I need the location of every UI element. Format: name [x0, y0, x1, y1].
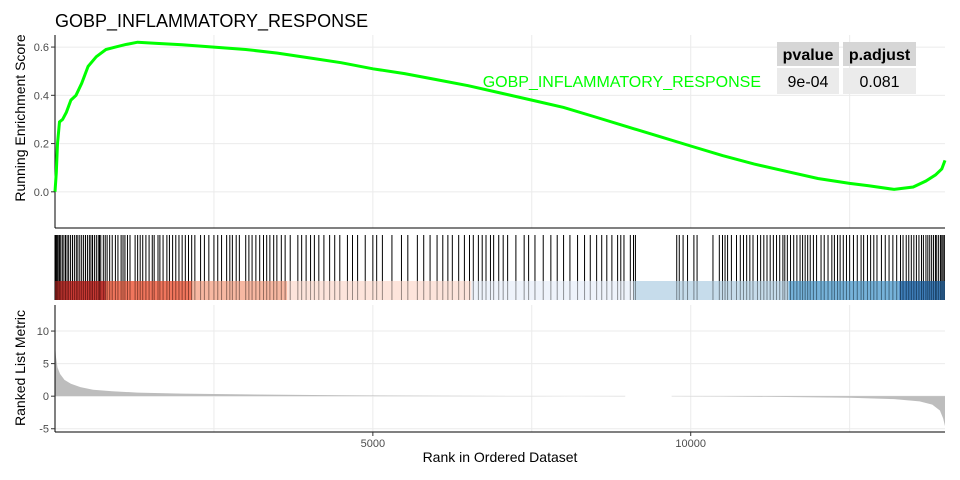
legend-gene-set-label: GOBP_INFLAMMATORY_RESPONSE: [483, 74, 761, 91]
stats-value-text: 0.081: [859, 74, 899, 91]
es-panel-axis-lines: [54, 35, 945, 229]
stats-header-cell: [843, 42, 916, 66]
x-ticks: 5000 10000: [361, 432, 706, 450]
color-bar-segment: [788, 281, 900, 300]
rank-y-axis-label: Ranked List Metric: [12, 310, 28, 426]
stats-header-cell: [777, 42, 839, 66]
stats-table: pvalue p.adjust 9e-04 0.081: [777, 42, 916, 94]
color-bar-segment: [55, 281, 106, 300]
color-bar-segment: [899, 281, 945, 300]
x-tick-label: 5000: [361, 438, 385, 450]
es-y-tick-label: 0.4: [34, 90, 49, 102]
rank-y-tick-label: -5: [39, 424, 49, 436]
color-bar-segment: [105, 281, 192, 300]
x-tick-label: 10000: [675, 438, 706, 450]
es-y-tick-label: 0.2: [34, 139, 49, 151]
running-enrichment-score-line: [53, 40, 947, 192]
rank-y-tick-label: 0: [43, 391, 49, 403]
rank-y-ticks: -5 0 5 10: [37, 326, 55, 436]
es-y-tick-label: 0.0: [34, 187, 49, 199]
color-bar-segment: [471, 281, 634, 300]
rank-y-tick-label: 5: [43, 359, 49, 371]
stats-header-text: p.adjust: [849, 47, 911, 64]
es-y-ticks: 0.0 0.2 0.4 0.6: [34, 42, 55, 199]
stats-header-text: pvalue: [783, 47, 834, 64]
x-axis-label: Rank in Ordered Dataset: [423, 449, 578, 465]
rank-panel-axes: [54, 305, 945, 433]
chart-title: GOBP_INFLAMMATORY_RESPONSE: [55, 11, 368, 32]
rank-color-bar: [54, 281, 945, 300]
stats-value-cell: [843, 68, 916, 94]
rank-metric-gap: [625, 394, 672, 399]
es-y-axis-label: Running Enrichment Score: [12, 34, 28, 202]
color-bar-segment: [287, 281, 472, 300]
stats-value-cell: [777, 68, 839, 94]
color-bar-segment: [191, 281, 288, 300]
es-y-tick-label: 0.6: [34, 42, 49, 54]
color-bar-segment: [633, 281, 789, 300]
stats-value-text: 9e-04: [788, 74, 829, 91]
rank-y-tick-label: 10: [37, 326, 49, 338]
